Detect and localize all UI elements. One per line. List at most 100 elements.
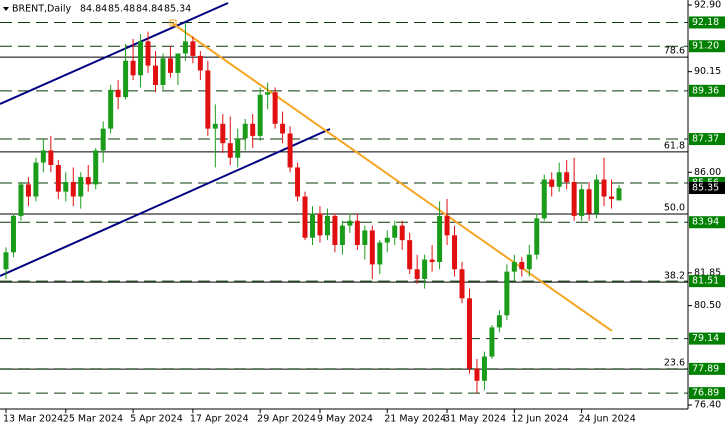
trend-line [171, 22, 613, 332]
candle-body [93, 150, 99, 185]
candle-body [452, 235, 458, 270]
high-value: 85.48 [108, 4, 135, 15]
x-tick-label: 29 Apr 2024 [257, 414, 316, 425]
candle-body [579, 189, 585, 216]
anchor-point [169, 19, 177, 27]
y-tick-label: 86.00 [694, 167, 721, 178]
candle-body [399, 225, 405, 241]
candle-body [541, 179, 547, 219]
current-price-box [689, 182, 725, 195]
candle-body [422, 259, 428, 279]
symbol: BRENT,Daily [12, 4, 71, 15]
candle-body [3, 252, 9, 270]
candle-body [182, 41, 188, 54]
level-box [689, 216, 725, 229]
candle-body [339, 225, 345, 245]
candle-body [354, 220, 360, 245]
candle-body [571, 181, 577, 216]
candle-body [250, 123, 256, 136]
level-label: 76.89 [692, 388, 719, 399]
trend-lines [0, 2, 613, 332]
fib-label: 78.6 [664, 46, 685, 57]
y-tick-label: 80.50 [694, 300, 721, 311]
candle-body [280, 123, 286, 134]
x-tick-label: 5 Apr 2024 [130, 414, 183, 425]
candle-body [392, 225, 398, 238]
candle-body [33, 162, 39, 197]
candle-body [594, 179, 600, 214]
level-label: 87.37 [692, 134, 719, 145]
level-label: 83.94 [692, 217, 719, 228]
candle-body [586, 189, 592, 214]
candle-body [85, 177, 91, 185]
candle-body [287, 133, 293, 168]
candle-body [347, 220, 353, 226]
candle-body [444, 215, 450, 236]
y-tick-label: 81.85 [694, 267, 721, 278]
candle-body [362, 230, 368, 245]
candle-body [429, 259, 435, 262]
candle-body [138, 41, 144, 76]
level-label: 89.36 [692, 85, 719, 96]
candle-body [526, 254, 532, 270]
candle-body [295, 167, 301, 197]
candle-body [212, 123, 218, 129]
candle-body [130, 60, 136, 76]
candle-body [414, 269, 420, 279]
candle-body [481, 356, 487, 381]
candle-body [10, 215, 16, 253]
fib-label: 23.6 [664, 358, 685, 369]
candle-body [227, 143, 233, 158]
candle-body [153, 65, 159, 85]
x-tick-label: 13 Mar 2024 [3, 414, 63, 425]
candle-body [175, 53, 181, 73]
symbol-icon [3, 7, 9, 11]
level-label: 79.14 [692, 333, 719, 344]
candle-body [257, 94, 263, 136]
candle-body [377, 242, 383, 265]
candle-body [489, 327, 495, 357]
candle-body [55, 165, 61, 192]
candle-body [549, 179, 555, 187]
candle-body [70, 181, 76, 197]
candle-body [265, 92, 271, 95]
candle-body [616, 188, 622, 201]
x-tick-label: 12 Jun 2024 [511, 414, 568, 425]
candle-body [100, 128, 106, 151]
y-tick-label: 92.90 [694, 0, 721, 11]
level-label: 77.89 [692, 363, 719, 374]
level-label: 92.18 [692, 17, 719, 28]
y-tick-label: 76.40 [694, 400, 721, 411]
levels: 78.6 61.8 50.0 38.2 23.6 [0, 21, 688, 394]
level-box [689, 84, 725, 97]
candle-body [324, 215, 330, 236]
candle-body [466, 298, 472, 369]
x-tick-label: 24 Jun 2024 [579, 414, 636, 425]
candle-body [78, 177, 84, 197]
x-tick-label: 9 May 2024 [317, 414, 373, 425]
candle-body [25, 184, 31, 197]
level-box [689, 332, 725, 345]
y-tick-label: 90.15 [694, 66, 721, 77]
candle-body [220, 123, 226, 144]
candle-body [190, 41, 196, 56]
candle-body [160, 58, 166, 85]
candle-body [564, 172, 570, 182]
channel-lower [0, 128, 331, 277]
candles [3, 22, 622, 394]
candle-body [519, 261, 525, 270]
candle-body [40, 150, 46, 163]
candle-body [317, 213, 323, 236]
candle-body [556, 172, 562, 187]
candle-body [272, 92, 278, 124]
candle-body [145, 41, 151, 66]
x-tick-label: 21 May 2024 [384, 414, 446, 425]
open-value: 84.84 [80, 4, 107, 15]
candle-body [534, 218, 540, 255]
low-value: 84.84 [136, 4, 163, 15]
fib-label: 61.8 [664, 140, 685, 151]
candle-body [504, 271, 510, 316]
candle-body [108, 89, 114, 129]
